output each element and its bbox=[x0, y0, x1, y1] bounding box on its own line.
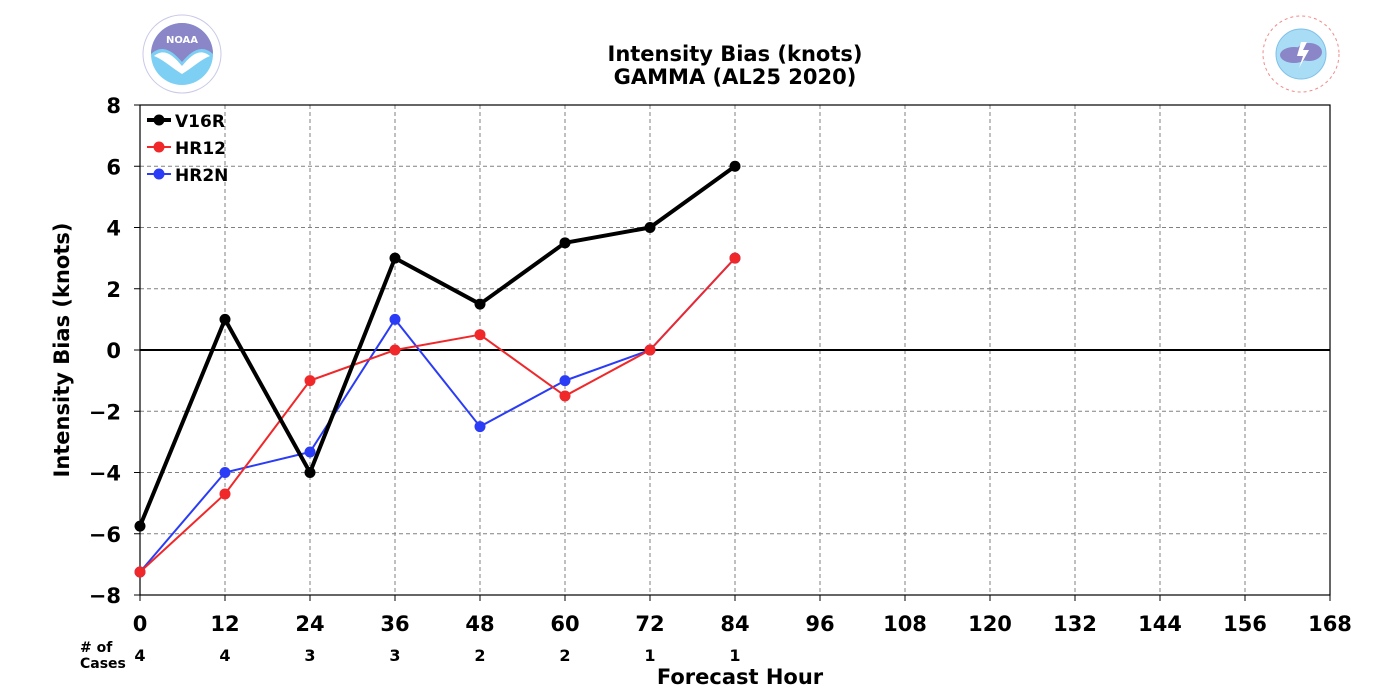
data-point-hr12 bbox=[559, 390, 571, 402]
data-point-v16r bbox=[304, 467, 316, 478]
cases-label: Cases bbox=[80, 656, 126, 672]
legend-marker-hr12 bbox=[153, 141, 165, 153]
data-point-hr2n bbox=[559, 375, 571, 387]
case-count: 4 bbox=[134, 646, 145, 665]
data-point-hr12 bbox=[134, 566, 146, 578]
data-point-hr12 bbox=[389, 344, 401, 356]
data-point-hr2n bbox=[474, 421, 486, 433]
legend-label-hr12: HR12 bbox=[175, 139, 226, 159]
y-tick-label: 4 bbox=[106, 217, 121, 241]
y-tick-label: 8 bbox=[106, 94, 121, 118]
legend-label-hr2n: HR2N bbox=[175, 166, 228, 186]
x-tick-label: 84 bbox=[720, 612, 749, 636]
data-point-v16r bbox=[729, 160, 741, 172]
data-point-v16r bbox=[134, 520, 146, 532]
x-tick-label: 156 bbox=[1223, 612, 1267, 636]
data-point-hr12 bbox=[219, 488, 231, 500]
data-point-hr2n bbox=[219, 467, 231, 478]
y-tick-label: 2 bbox=[106, 278, 121, 302]
case-count: 1 bbox=[644, 646, 655, 665]
y-tick-label: 0 bbox=[106, 339, 121, 363]
data-point-hr12 bbox=[474, 329, 486, 341]
case-count: 4 bbox=[219, 646, 230, 665]
legend-marker-hr2n bbox=[153, 168, 165, 180]
data-point-v16r bbox=[219, 313, 231, 325]
data-point-hr12 bbox=[644, 344, 656, 356]
y-tick-label: −8 bbox=[89, 584, 121, 608]
x-tick-label: 72 bbox=[635, 612, 664, 636]
series-line-hr12 bbox=[139, 257, 736, 573]
data-point-hr2n bbox=[389, 313, 401, 325]
data-point-hr12 bbox=[729, 252, 741, 264]
y-tick-label: −6 bbox=[89, 523, 121, 547]
x-tick-label: 24 bbox=[295, 612, 324, 636]
data-point-v16r bbox=[559, 237, 571, 249]
svg-text:NOAA: NOAA bbox=[166, 35, 198, 46]
y-tick-label: −2 bbox=[89, 400, 121, 424]
x-tick-label: 12 bbox=[210, 612, 239, 636]
nws-logo bbox=[1261, 14, 1341, 94]
legend-label-v16r: V16R bbox=[175, 112, 225, 132]
data-point-hr12 bbox=[304, 375, 316, 387]
case-count: 3 bbox=[389, 646, 400, 665]
cases-label: # of bbox=[80, 640, 113, 656]
case-count: 2 bbox=[559, 646, 570, 665]
x-tick-label: 144 bbox=[1138, 612, 1182, 636]
case-count: 3 bbox=[304, 646, 315, 665]
legend-marker-v16r bbox=[153, 114, 165, 126]
noaa-logo: NOAA bbox=[142, 14, 222, 94]
x-tick-label: 168 bbox=[1308, 612, 1352, 636]
x-tick-label: 60 bbox=[550, 612, 579, 636]
x-tick-label: 108 bbox=[883, 612, 927, 636]
case-count: 1 bbox=[729, 646, 740, 665]
data-point-v16r bbox=[389, 252, 401, 264]
chart-title: Intensity Bias (knots) bbox=[607, 42, 863, 66]
y-tick-label: 6 bbox=[106, 155, 121, 179]
x-tick-label: 0 bbox=[133, 612, 148, 636]
y-axis-label: Intensity Bias (knots) bbox=[50, 223, 74, 478]
data-point-hr2n bbox=[304, 446, 316, 458]
series-line-hr2n bbox=[139, 257, 736, 573]
chart-subtitle: GAMMA (AL25 2020) bbox=[613, 65, 857, 89]
case-count: 2 bbox=[474, 646, 485, 665]
x-tick-label: 120 bbox=[968, 612, 1012, 636]
x-tick-label: 48 bbox=[465, 612, 494, 636]
data-point-v16r bbox=[474, 298, 486, 310]
x-axis-label: Forecast Hour bbox=[657, 665, 824, 689]
x-tick-label: 36 bbox=[380, 612, 409, 636]
data-point-v16r bbox=[644, 222, 656, 233]
x-tick-label: 132 bbox=[1053, 612, 1097, 636]
series-line-v16r bbox=[138, 164, 737, 527]
x-tick-label: 96 bbox=[805, 612, 834, 636]
y-tick-label: −4 bbox=[89, 462, 121, 486]
